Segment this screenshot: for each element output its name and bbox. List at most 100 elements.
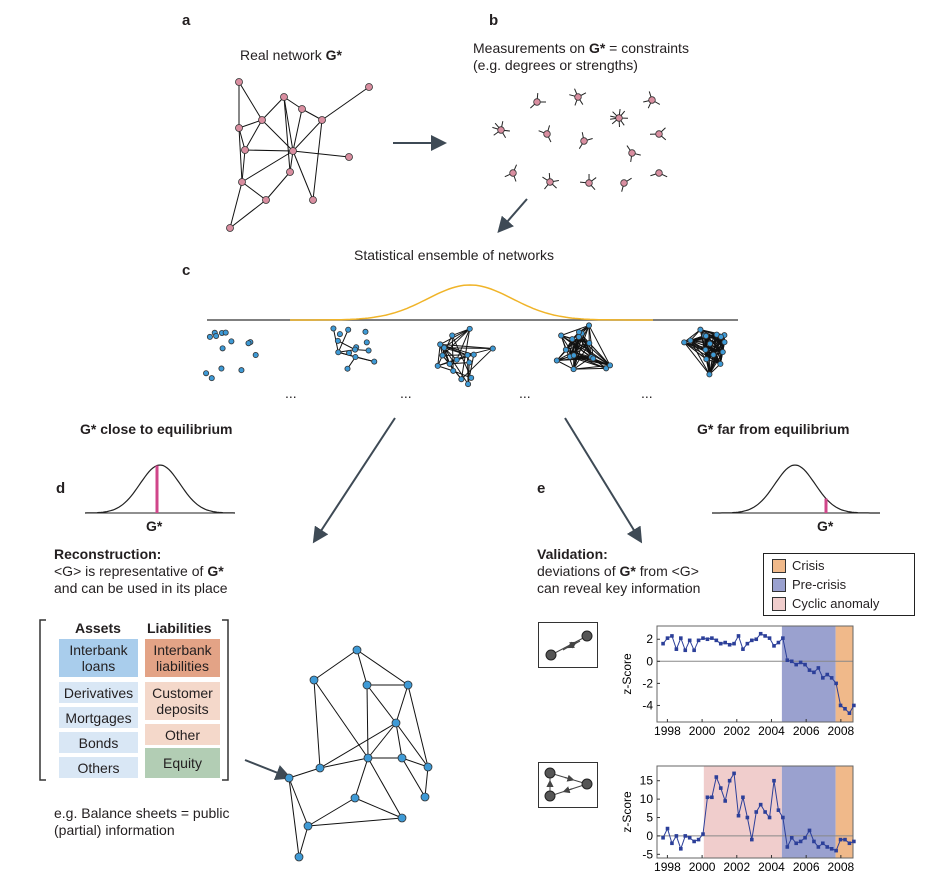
data-point bbox=[816, 666, 821, 670]
edge bbox=[307, 797, 356, 827]
constraint-node bbox=[530, 92, 546, 109]
data-point bbox=[852, 839, 856, 844]
node bbox=[466, 359, 473, 366]
node bbox=[318, 116, 326, 124]
edge bbox=[229, 199, 267, 229]
node bbox=[449, 332, 456, 339]
data-point bbox=[701, 832, 705, 836]
triad-node bbox=[544, 767, 556, 779]
node bbox=[687, 337, 694, 344]
edge bbox=[292, 150, 350, 158]
data-point bbox=[794, 662, 798, 667]
x-tick-label: 1998 bbox=[654, 860, 681, 874]
node bbox=[570, 352, 577, 359]
node bbox=[336, 331, 343, 338]
data-point bbox=[794, 841, 798, 846]
constraint-node bbox=[569, 88, 587, 106]
node bbox=[574, 93, 582, 101]
node bbox=[309, 675, 319, 685]
node bbox=[262, 196, 270, 204]
legend-cyclic-anomaly: Cyclic anomaly bbox=[772, 596, 879, 611]
edge bbox=[588, 342, 611, 366]
measurements-title: Measurements on G* = constraints (e.g. de… bbox=[473, 40, 689, 73]
edge bbox=[442, 328, 471, 356]
edge bbox=[337, 340, 356, 351]
x-tick-label: 2004 bbox=[758, 724, 785, 738]
node bbox=[465, 381, 472, 388]
edge bbox=[699, 329, 706, 350]
panel-label-b: b bbox=[489, 12, 499, 29]
edge bbox=[312, 119, 323, 201]
node bbox=[206, 333, 213, 340]
data-point bbox=[789, 659, 794, 664]
x-tick-label: 2008 bbox=[828, 724, 855, 738]
node bbox=[446, 360, 453, 367]
reconstruction-text: Reconstruction: <G> is representative of … bbox=[54, 546, 228, 596]
edge bbox=[683, 329, 701, 343]
edge bbox=[313, 679, 369, 759]
node bbox=[365, 83, 373, 91]
node bbox=[362, 328, 369, 335]
data-point bbox=[670, 634, 674, 638]
edge bbox=[313, 649, 358, 681]
y-axis-label: z-Score bbox=[620, 791, 634, 833]
plot-frame bbox=[656, 765, 854, 859]
constraint-node bbox=[538, 125, 552, 143]
data-point bbox=[843, 837, 847, 842]
edge bbox=[456, 328, 471, 360]
edge bbox=[313, 679, 321, 769]
edge bbox=[261, 119, 294, 152]
dyad-motif-box bbox=[538, 622, 598, 668]
node bbox=[706, 371, 713, 378]
y-tick-label: -2 bbox=[642, 676, 653, 690]
constraint-node bbox=[643, 91, 661, 109]
data-point bbox=[834, 848, 838, 853]
node bbox=[575, 333, 582, 340]
node bbox=[365, 347, 372, 354]
z-score-chart-2: 1998 2000 2002 2004 2006 2008 -5 0 5 10 15 z-Score bbox=[620, 765, 856, 874]
node bbox=[580, 137, 588, 145]
validation-text: Validation: deviations of G* from <G> can … bbox=[537, 546, 701, 596]
data-point bbox=[710, 795, 714, 800]
liability-equity: Equity bbox=[145, 748, 220, 778]
data-point bbox=[714, 775, 719, 779]
data-point bbox=[772, 778, 776, 783]
edge bbox=[241, 149, 246, 183]
node bbox=[497, 126, 505, 134]
constraint-node bbox=[492, 121, 510, 138]
balance-sheet-note: e.g. Balance sheets = public (partial) in… bbox=[54, 805, 230, 838]
data-point bbox=[741, 647, 745, 651]
node bbox=[344, 365, 351, 372]
node bbox=[335, 349, 342, 356]
node bbox=[719, 349, 726, 356]
data-point bbox=[776, 640, 781, 645]
ensemble-network bbox=[434, 325, 496, 388]
node bbox=[464, 352, 471, 359]
node bbox=[203, 370, 210, 377]
node bbox=[213, 332, 220, 339]
edge bbox=[367, 757, 403, 819]
gauss-d-curve bbox=[84, 464, 236, 514]
edge bbox=[321, 86, 370, 121]
y-tick-label: 10 bbox=[640, 792, 654, 806]
node bbox=[570, 366, 577, 373]
liability-interbank: Interbank liabilities bbox=[145, 639, 220, 677]
data-point bbox=[736, 813, 741, 818]
data-point bbox=[683, 648, 688, 653]
node bbox=[441, 344, 448, 351]
node bbox=[468, 374, 475, 381]
node bbox=[238, 178, 246, 186]
data-point bbox=[745, 641, 750, 646]
data-point bbox=[670, 841, 674, 846]
reconstructed-network bbox=[284, 645, 433, 862]
edge bbox=[366, 684, 369, 759]
x-tick-label: 2008 bbox=[828, 860, 855, 874]
data-point bbox=[701, 636, 705, 640]
edge bbox=[238, 81, 263, 121]
data-point bbox=[687, 638, 692, 643]
edge bbox=[401, 757, 426, 798]
edge bbox=[238, 127, 243, 183]
edge bbox=[292, 108, 303, 152]
data-point bbox=[816, 845, 821, 849]
asset-others: Others bbox=[59, 757, 138, 778]
